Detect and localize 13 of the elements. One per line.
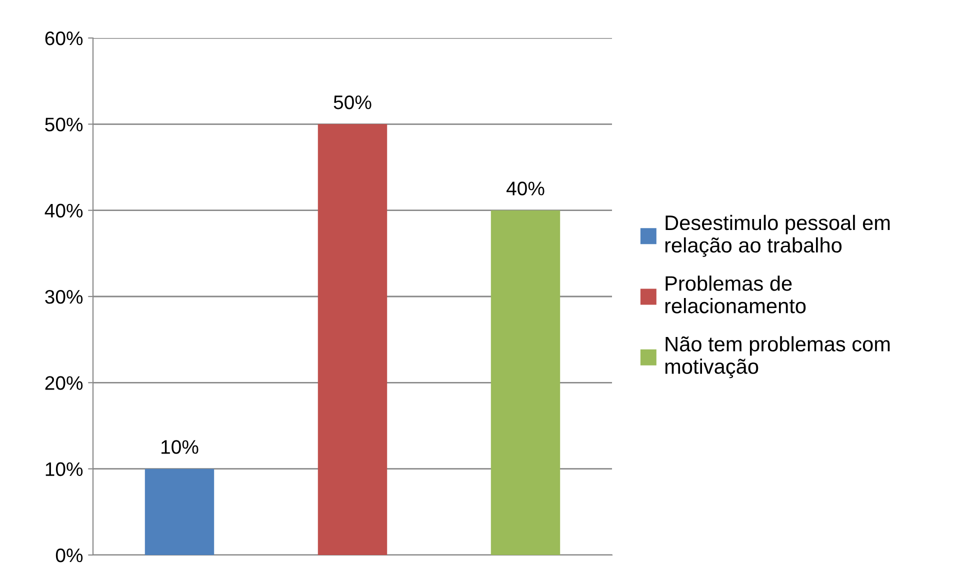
legend-label: Não tem problemas com motivação [665, 336, 890, 378]
data-label: 50% [334, 95, 372, 110]
y-tick-label: 30% [45, 290, 83, 304]
legend-label: Desestimulo pessoal em relação ao trabalho [665, 214, 890, 257]
legend-label: Problemas de relacionamento [665, 276, 806, 314]
y-tick-label: 0% [56, 548, 83, 562]
y-tick-label: 40% [44, 204, 83, 218]
y-tick-label: 20% [45, 376, 83, 390]
y-tick-label: 50% [45, 118, 83, 132]
y-tick-label: 10% [46, 462, 83, 476]
data-label: 10% [162, 440, 198, 454]
data-label: 40% [506, 182, 544, 196]
y-tick-label: 60% [45, 31, 83, 46]
